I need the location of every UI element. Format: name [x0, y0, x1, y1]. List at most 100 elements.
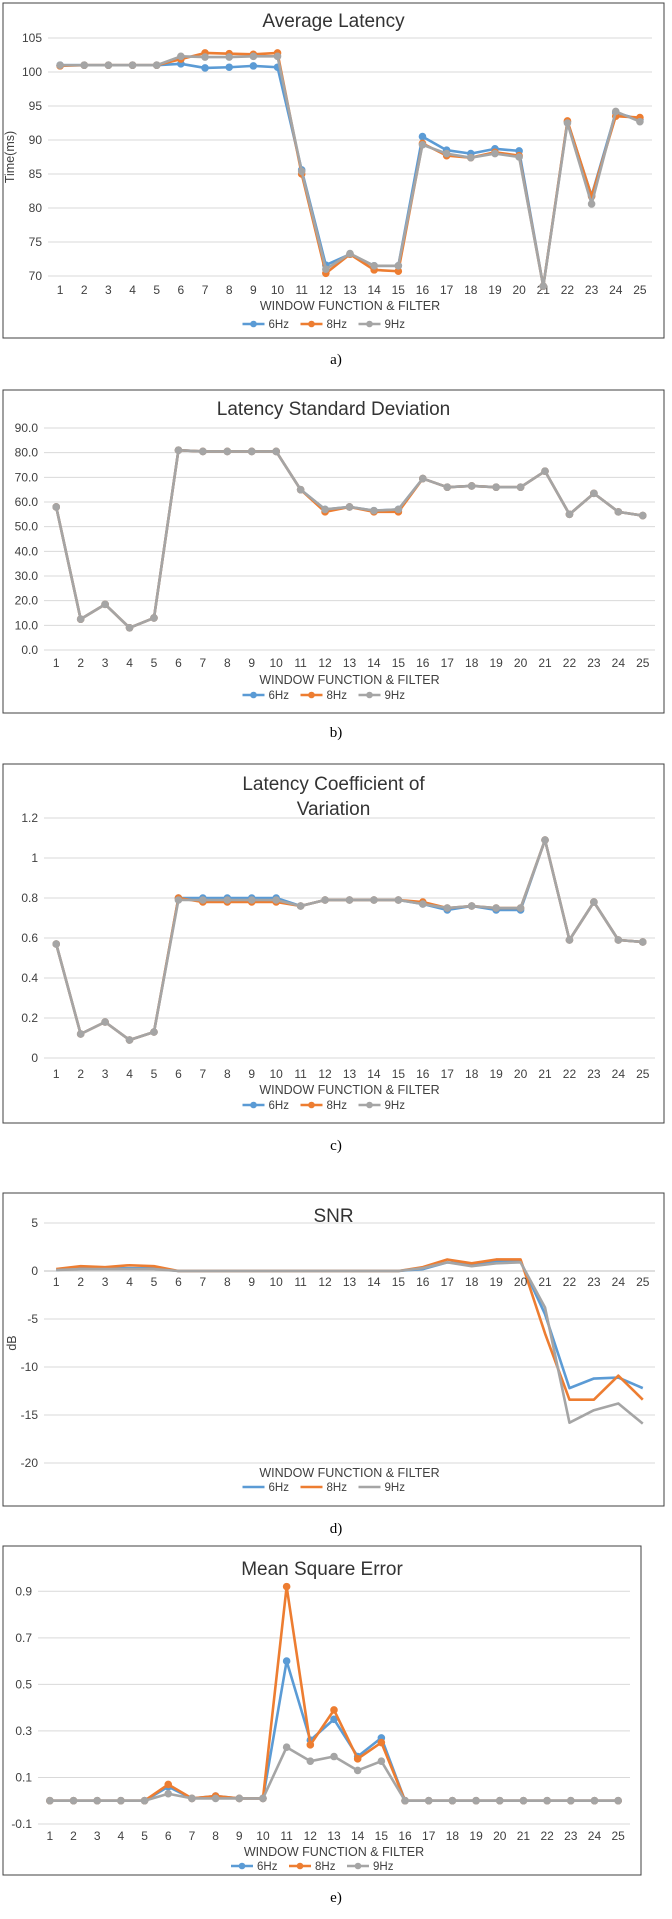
x-tick-label: 21: [538, 656, 552, 670]
data-point-6Hz: [282, 1657, 291, 1665]
x-tick-label: 11: [294, 1067, 307, 1081]
x-tick-label: 23: [564, 1829, 578, 1843]
data-point-9Hz: [125, 1036, 134, 1044]
x-tick-label: 4: [118, 1829, 125, 1843]
data-point-9Hz: [377, 1757, 386, 1765]
x-tick-label: 6: [165, 1829, 172, 1843]
y-tick-label: 1.2: [21, 811, 38, 825]
x-tick-label: 13: [343, 283, 357, 297]
y-tick-label: 100: [22, 65, 42, 79]
chart-title: SNR: [313, 1206, 353, 1227]
legend-label-9Hz: 9Hz: [373, 1861, 394, 1873]
x-tick-label: 2: [77, 1067, 84, 1081]
data-point-9Hz: [638, 938, 647, 946]
data-point-9Hz: [249, 52, 258, 61]
data-point-9Hz: [492, 904, 500, 912]
data-point-9Hz: [101, 1018, 109, 1026]
x-tick-label: 13: [343, 656, 357, 670]
y-tick-label: 0.8: [21, 891, 38, 905]
data-point-8Hz: [330, 1706, 338, 1714]
data-point-9Hz: [345, 503, 354, 511]
y-tick-label: 95: [29, 99, 43, 113]
x-tick-label: 8: [212, 1829, 219, 1843]
data-point-9Hz: [297, 167, 306, 176]
x-tick-label: 3: [102, 1067, 109, 1081]
x-tick-label: 7: [200, 1275, 207, 1289]
data-point-9Hz: [590, 1796, 599, 1805]
x-tick-label: 10: [270, 656, 284, 670]
data-point-9Hz: [150, 614, 158, 622]
x-tick-label: 7: [200, 1067, 207, 1081]
y-tick-label: -15: [21, 1408, 39, 1422]
figure-caption: d): [330, 1521, 343, 1537]
data-point-6Hz: [249, 62, 258, 70]
x-tick-label: 24: [612, 1275, 626, 1289]
x-tick-label: 20: [512, 283, 526, 297]
series-9Hz: [52, 836, 647, 1044]
x-tick-label: 17: [441, 656, 455, 670]
data-point-9Hz: [306, 1757, 315, 1765]
x-tick-label: 14: [351, 1829, 365, 1843]
x-tick-label: 9: [248, 1067, 255, 1081]
x-tick-label: 22: [540, 1829, 554, 1843]
data-point-9Hz: [516, 483, 525, 492]
legend-label-9Hz: 9Hz: [385, 1100, 406, 1112]
x-tick-label: 23: [587, 1067, 601, 1081]
y-tick-label: 0.4: [21, 971, 38, 985]
data-point-9Hz: [259, 1794, 267, 1803]
chart-title: Average Latency: [262, 11, 405, 32]
x-tick-label: 20: [514, 1067, 528, 1081]
y-tick-label: 105: [22, 31, 42, 45]
x-tick-label: 25: [611, 1829, 625, 1843]
data-point-9Hz: [443, 483, 452, 492]
data-point-9Hz: [394, 896, 403, 904]
x-axis-label: WINDOW FUNCTION & FILTER: [259, 673, 439, 687]
x-tick-label: 17: [422, 1829, 436, 1843]
x-tick-label: 4: [126, 1275, 133, 1289]
data-point-9Hz: [93, 1796, 101, 1805]
data-point-9Hz: [492, 483, 500, 492]
legend-label-8Hz: 8Hz: [327, 1100, 348, 1112]
data-point-9Hz: [174, 446, 183, 455]
legend-label-6Hz: 6Hz: [269, 690, 290, 702]
x-tick-label: 23: [587, 656, 601, 670]
y-tick-label: 80: [29, 201, 43, 215]
y-tick-label: 0: [31, 1051, 38, 1065]
x-tick-label: 16: [416, 1067, 430, 1081]
y-tick-label: 0.6: [21, 931, 38, 945]
x-tick-label: 7: [189, 1829, 196, 1843]
x-tick-label: 12: [319, 283, 333, 297]
data-point-9Hz: [321, 896, 329, 904]
legend-marker-8Hz: [308, 1101, 315, 1109]
x-tick-label: 9: [250, 283, 257, 297]
x-tick-label: 6: [175, 656, 182, 670]
y-tick-label: 20.0: [15, 594, 39, 608]
y-tick-label: 5: [31, 1216, 38, 1230]
x-tick-label: 17: [440, 283, 454, 297]
y-tick-label: 0.3: [15, 1724, 32, 1738]
x-axis-label: WINDOW FUNCTION & FILTER: [259, 1466, 439, 1480]
x-tick-label: 8: [224, 1067, 231, 1081]
data-point-9Hz: [128, 61, 137, 69]
figure-caption: a): [330, 352, 342, 368]
series-line-9Hz: [56, 1261, 644, 1425]
data-point-6Hz: [225, 63, 233, 72]
x-tick-label: 14: [367, 1067, 381, 1081]
x-tick-label: 25: [633, 283, 647, 297]
data-point-9Hz: [614, 508, 623, 516]
x-tick-label: 22: [563, 656, 577, 670]
y-tick-label: 85: [29, 167, 43, 181]
x-tick-label: 3: [94, 1829, 101, 1843]
x-tick-label: 19: [469, 1829, 483, 1843]
x-tick-label: 11: [294, 1275, 307, 1289]
y-tick-label: -20: [21, 1456, 39, 1470]
data-point-9Hz: [177, 52, 185, 61]
x-tick-label: 19: [489, 1067, 503, 1081]
data-point-9Hz: [472, 1796, 480, 1805]
figure-caption: e): [330, 1890, 342, 1906]
x-tick-label: 14: [367, 283, 381, 297]
x-tick-label: 1: [53, 656, 60, 670]
data-point-9Hz: [567, 1796, 575, 1805]
data-point-9Hz: [52, 503, 61, 511]
